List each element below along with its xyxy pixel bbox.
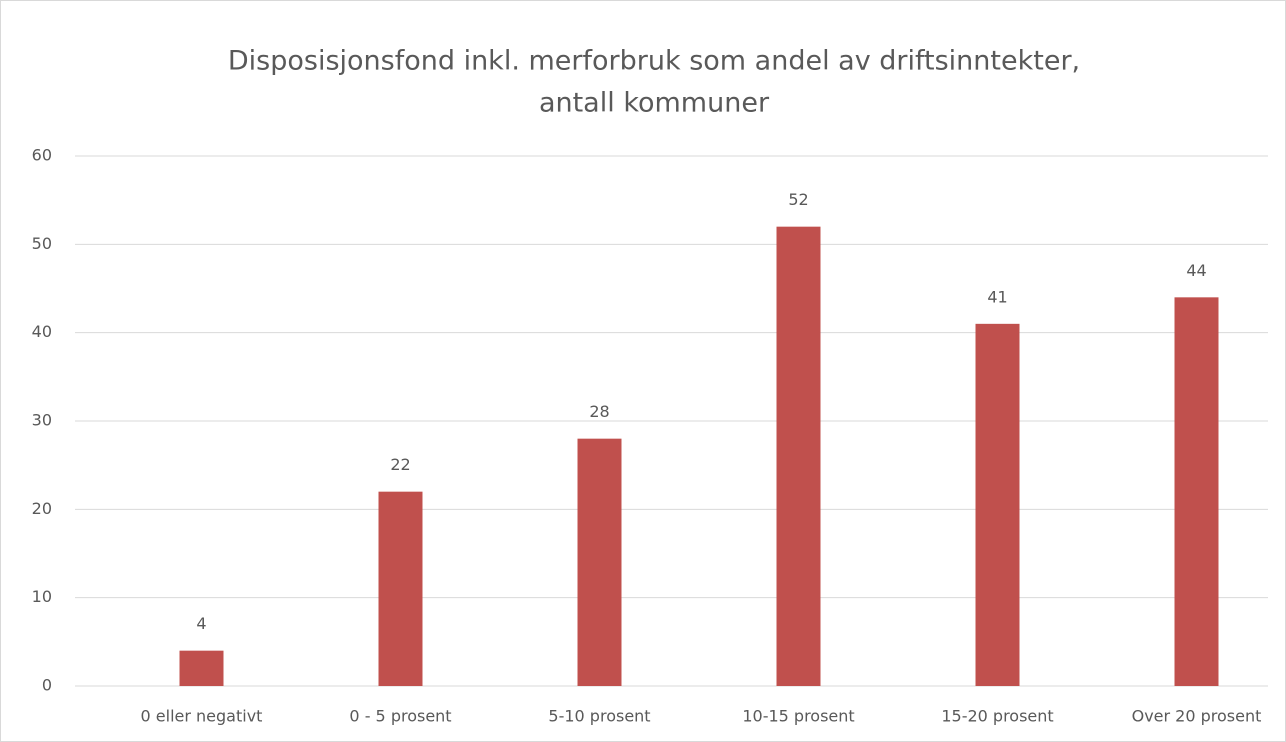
y-tick-label: 50 xyxy=(32,234,52,253)
x-tick-label: 15-20 prosent xyxy=(941,707,1053,726)
x-tick-label: 5-10 prosent xyxy=(548,707,650,726)
value-label: 52 xyxy=(788,190,808,209)
y-tick-label: 40 xyxy=(32,322,52,341)
x-tick-label: 0 - 5 prosent xyxy=(349,707,451,726)
x-tick-label: Over 20 prosent xyxy=(1132,707,1262,726)
x-tick-label: 0 eller negativt xyxy=(141,707,263,726)
y-tick-label: 60 xyxy=(32,146,52,165)
y-tick-label: 30 xyxy=(32,411,52,430)
bar xyxy=(776,226,821,686)
bar xyxy=(1174,297,1219,686)
bar xyxy=(378,491,423,686)
y-tick-label: 0 xyxy=(42,676,52,695)
chart-title: antall kommuner xyxy=(539,88,770,119)
value-label: 28 xyxy=(589,402,609,421)
value-label: 41 xyxy=(987,287,1007,306)
x-tick-label: 10-15 prosent xyxy=(742,707,854,726)
chart-title: Disposisjonsfond inkl. merforbruk som an… xyxy=(228,46,1080,77)
value-label: 22 xyxy=(390,455,410,474)
value-label: 44 xyxy=(1186,261,1206,280)
value-label: 4 xyxy=(196,614,206,633)
bar xyxy=(577,438,622,686)
y-tick-label: 10 xyxy=(32,587,52,606)
y-tick-label: 20 xyxy=(32,499,52,518)
bar xyxy=(179,650,224,686)
bar xyxy=(975,323,1020,686)
